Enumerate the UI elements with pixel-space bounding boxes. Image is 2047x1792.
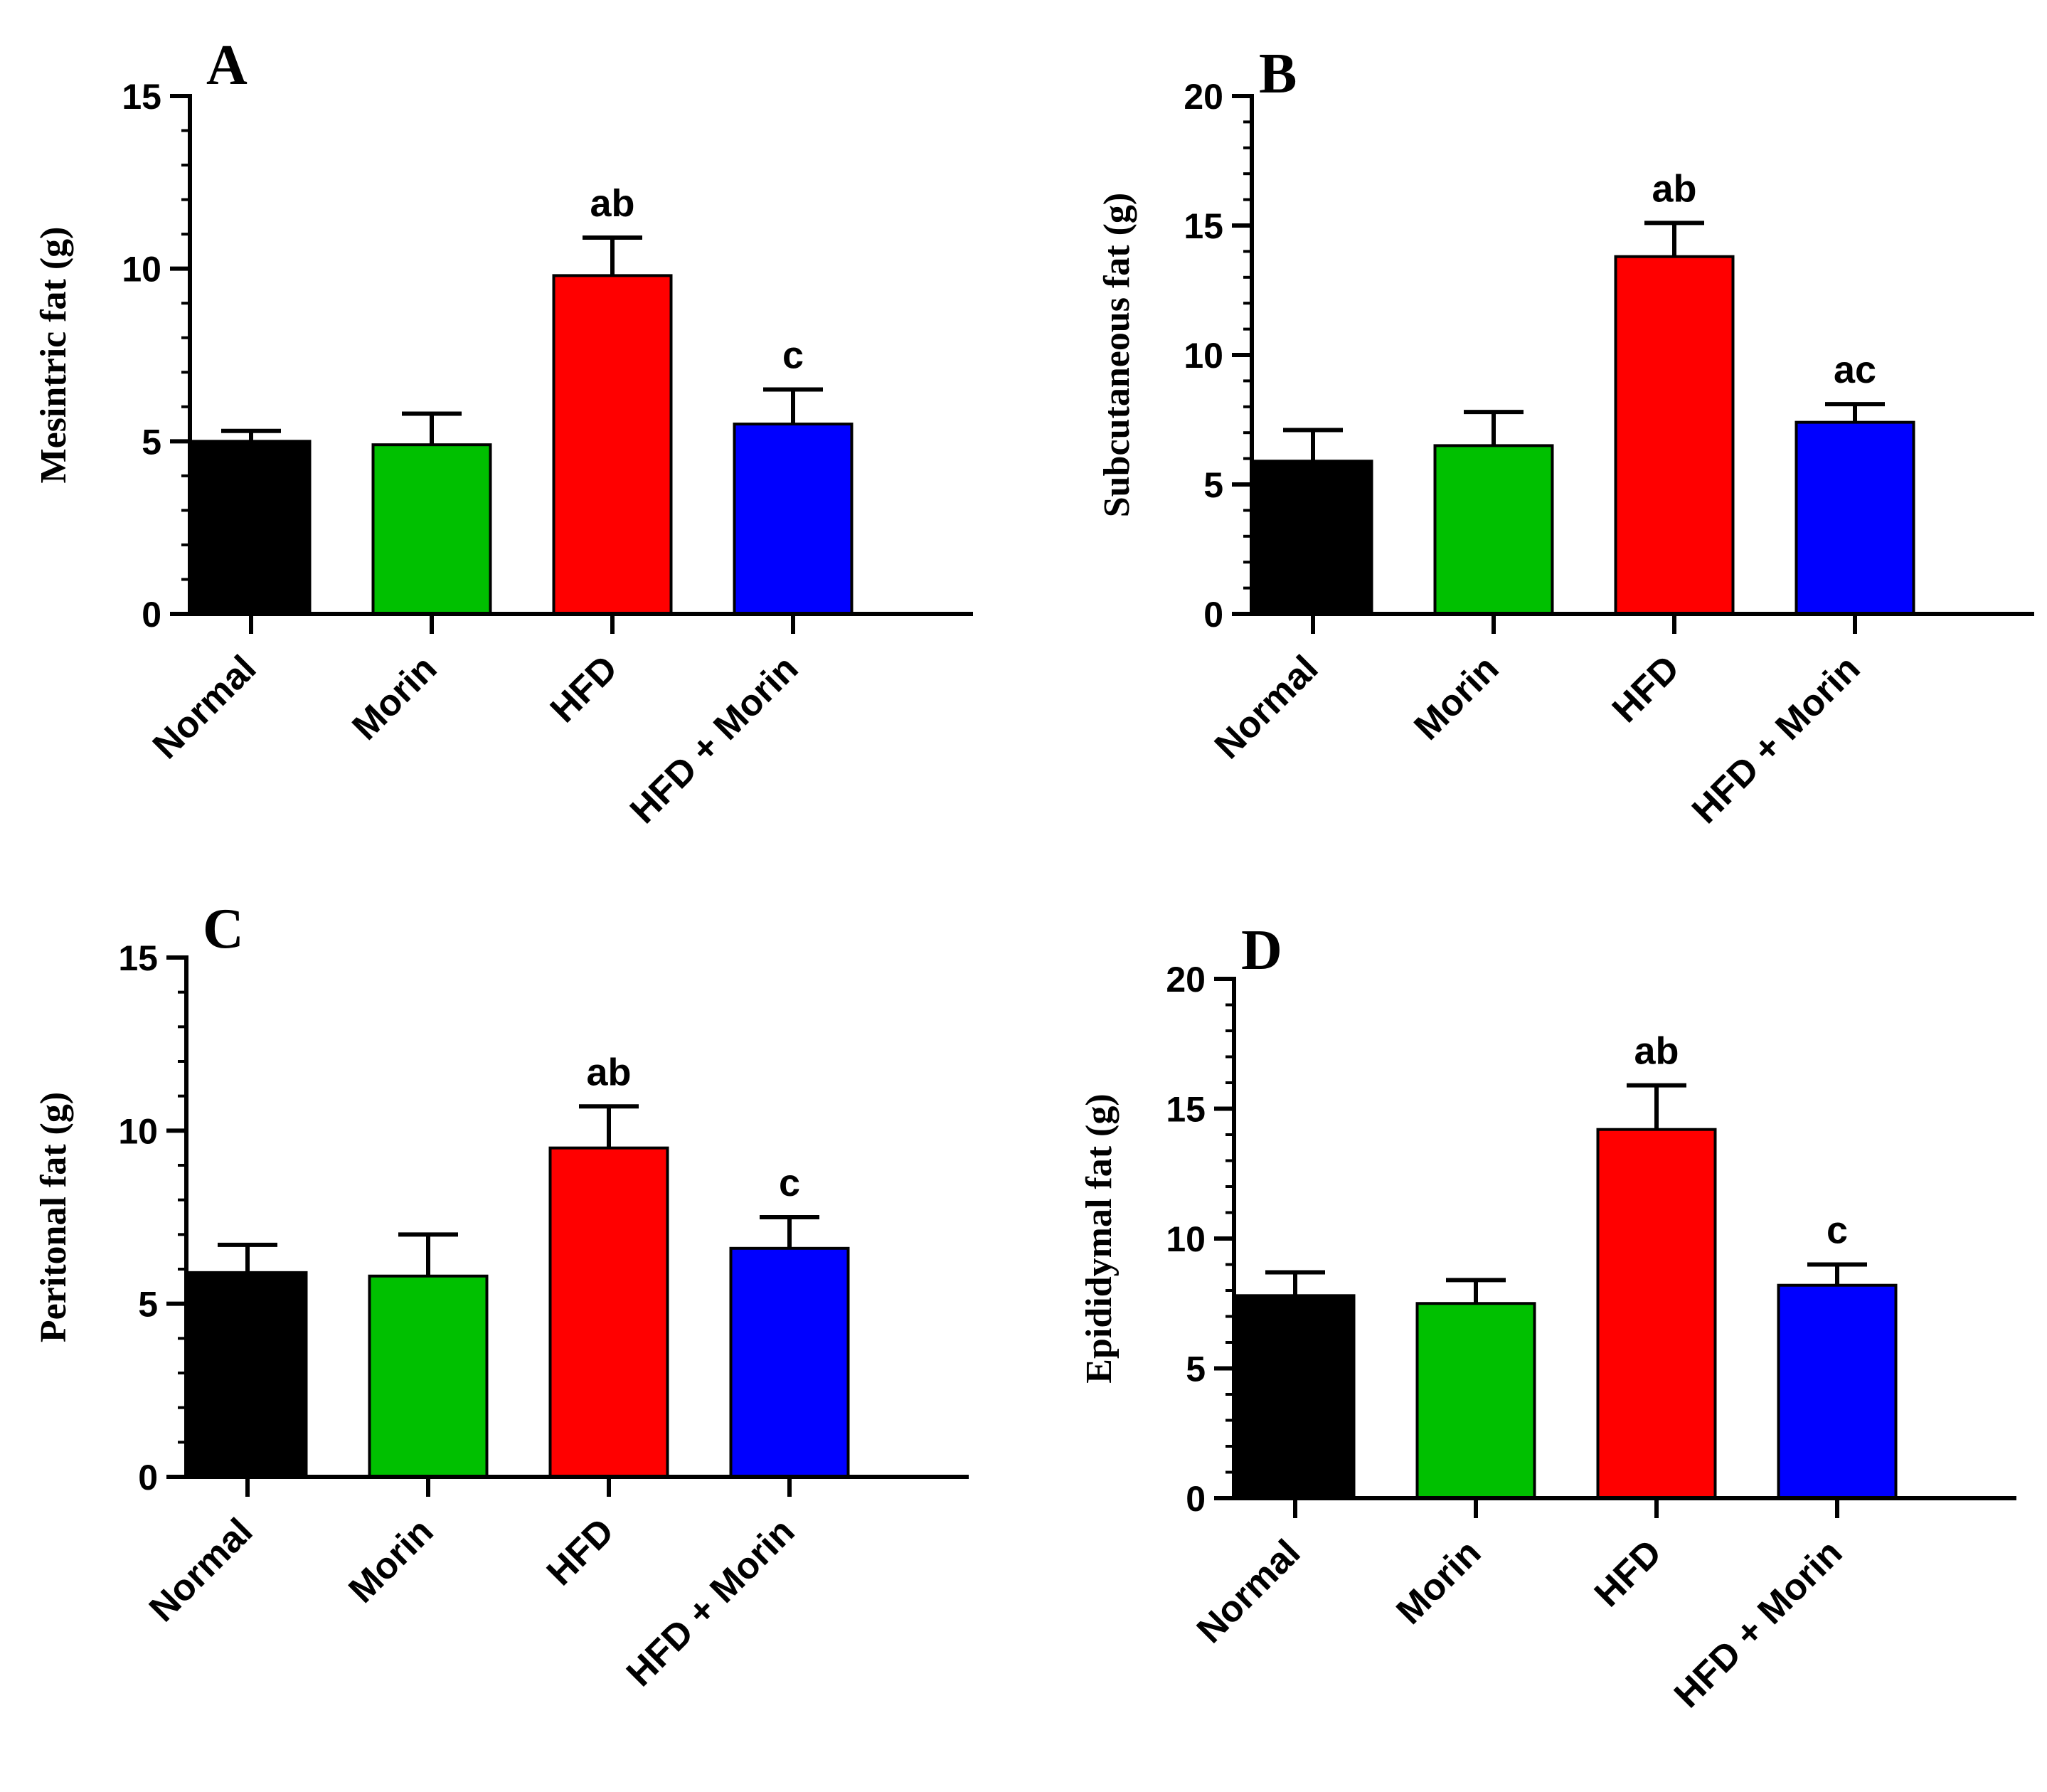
significance-label: ab — [1652, 167, 1696, 210]
x-category-label: Morin — [1406, 647, 1506, 748]
bar-morin — [1433, 444, 1554, 616]
bar-hfd — [552, 274, 673, 615]
chart-panel-a: A Mesintric fat (g) 0 5 10 15 Normal Morin ab HFD… — [33, 34, 973, 832]
y-tick-label: 0 — [138, 1458, 158, 1497]
panel-letter: C — [203, 898, 244, 960]
x-category-label: HFD + Morin — [619, 1510, 803, 1695]
bar-hfd — [1596, 1128, 1717, 1500]
y-axis-title: Peritonal fat (g) — [33, 1092, 74, 1342]
y-tick-label: 5 — [138, 1285, 158, 1325]
chart-panel-c: C Peritonal fat (g) 0 5 10 15 Normal Morin ab HFD… — [33, 898, 969, 1695]
x-category-label: Normal — [142, 1510, 261, 1630]
x-category-label: HFD — [543, 647, 626, 731]
bar-morin — [1415, 1302, 1536, 1500]
x-category-label: Normal — [1207, 647, 1326, 767]
x-category-label: HFD — [1605, 647, 1688, 731]
x-category-label: Morin — [344, 647, 445, 748]
significance-label: ab — [586, 1051, 631, 1093]
y-tick-label: 10 — [1166, 1219, 1206, 1259]
y-tick-label: 15 — [1184, 206, 1223, 246]
x-category-label: Morin — [341, 1510, 441, 1611]
chart-panel-d: D Epididymal fat (g) 0 5 10 15 20 Normal Morin ab… — [1079, 919, 2016, 1716]
bar-hfd-morin — [729, 1246, 850, 1479]
bar-hfd-morin — [1795, 420, 1915, 615]
y-tick-label: 15 — [118, 938, 158, 978]
bar-hfd — [1614, 255, 1735, 615]
significance-label: c — [782, 334, 804, 377]
y-tick-label: 5 — [1186, 1350, 1206, 1389]
y-tick-label: 10 — [1184, 336, 1223, 376]
panel-letter: B — [1259, 43, 1297, 105]
y-axis-title: Epididymal fat (g) — [1079, 1093, 1120, 1383]
x-category-label: HFD — [1587, 1532, 1670, 1615]
x-category-label: Normal — [145, 647, 265, 767]
bar-normal — [1235, 1294, 1356, 1500]
y-tick-label: 5 — [142, 422, 161, 462]
x-category-label: HFD — [539, 1510, 622, 1594]
bar-morin — [368, 1274, 489, 1478]
bar-normal — [1253, 460, 1373, 615]
y-tick-label: 15 — [1166, 1090, 1206, 1130]
y-tick-label: 10 — [122, 250, 161, 290]
x-category-label: HFD + Morin — [1684, 647, 1868, 832]
significance-label: ab — [1634, 1030, 1679, 1073]
y-tick-label: 15 — [122, 77, 161, 117]
chart-panel-b: B Subcutaneous fat (g) 0 5 10 15 20 Normal Morin… — [1097, 43, 2034, 832]
x-category-label: Morin — [1388, 1532, 1489, 1632]
bar-hfd-morin — [733, 423, 854, 615]
y-tick-label: 20 — [1166, 960, 1206, 1000]
x-category-label: Normal — [1189, 1532, 1309, 1651]
y-tick-label: 0 — [142, 595, 161, 635]
x-category-label: HFD + Morin — [622, 647, 807, 832]
bar-normal — [191, 440, 312, 615]
significance-label: c — [1827, 1209, 1848, 1252]
panel-letter: A — [206, 34, 248, 97]
y-tick-label: 20 — [1184, 77, 1223, 117]
bar-normal — [187, 1271, 308, 1479]
bar-hfd — [548, 1146, 669, 1478]
y-tick-label: 0 — [1203, 595, 1223, 635]
significance-label: c — [779, 1162, 800, 1204]
panel-letter: D — [1241, 919, 1282, 982]
y-axis-title: Subcutaneous fat (g) — [1097, 193, 1137, 518]
bar-morin — [371, 443, 492, 615]
y-axis-title: Mesintric fat (g) — [33, 227, 74, 484]
y-tick-label: 0 — [1186, 1479, 1206, 1519]
x-category-label: HFD + Morin — [1666, 1532, 1851, 1716]
y-tick-label: 10 — [118, 1111, 158, 1151]
bar-hfd-morin — [1777, 1283, 1898, 1500]
y-tick-label: 5 — [1203, 465, 1223, 505]
significance-label: ab — [590, 182, 634, 225]
significance-label: ac — [1834, 349, 1876, 391]
